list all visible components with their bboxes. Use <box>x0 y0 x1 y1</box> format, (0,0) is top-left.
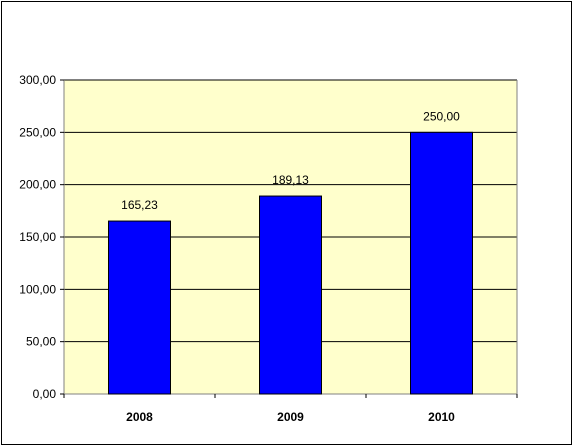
data-label: 189,13 <box>272 173 309 187</box>
bar <box>259 195 322 395</box>
bar <box>410 131 473 395</box>
bar <box>108 220 171 395</box>
x-tick-label: 2008 <box>126 410 153 424</box>
x-tick-label: 2009 <box>277 410 304 424</box>
y-tick-label: 50,00 <box>26 335 56 349</box>
y-tick-label: 300,00 <box>19 73 56 87</box>
y-tick-label: 200,00 <box>19 178 56 192</box>
data-label: 250,00 <box>423 109 460 123</box>
y-tick-label: 0,00 <box>33 387 57 401</box>
data-label: 165,23 <box>121 198 158 212</box>
y-tick-label: 100,00 <box>19 282 56 296</box>
y-tick-label: 250,00 <box>19 125 56 139</box>
y-tick-label: 150,00 <box>19 230 56 244</box>
x-tick-label: 2010 <box>428 410 455 424</box>
